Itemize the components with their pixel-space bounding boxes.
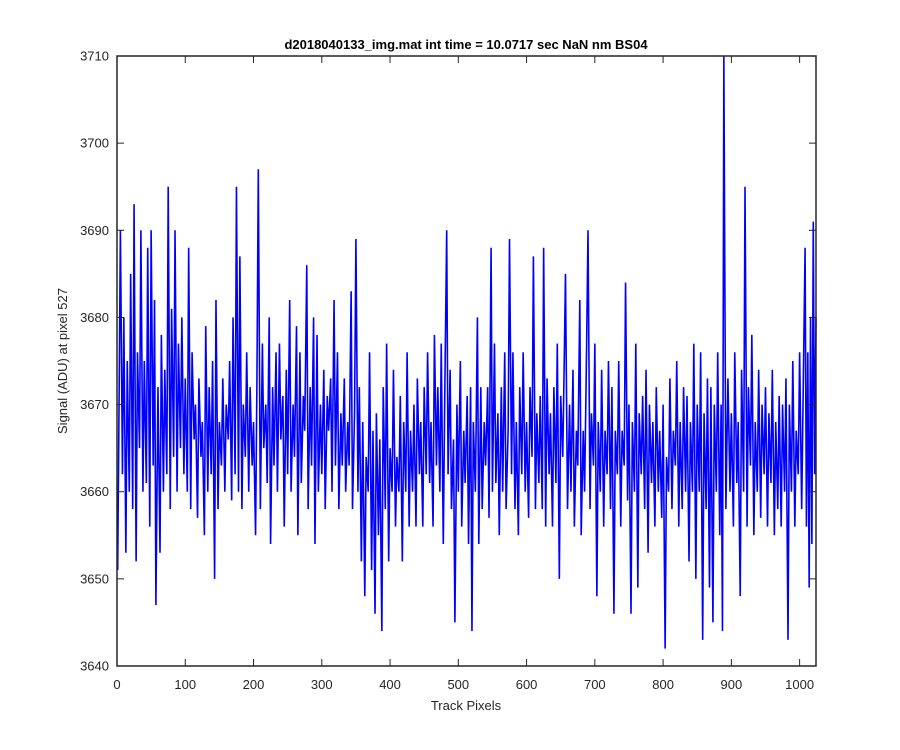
series-group <box>116 55 817 649</box>
x-tick-label: 500 <box>447 677 469 692</box>
chart-title: d2018040133_img.mat int time = 10.0717 s… <box>284 37 648 52</box>
series-line-0 <box>116 55 817 649</box>
x-tick-label: 300 <box>311 677 333 692</box>
y-tick-label: 3690 <box>80 223 109 238</box>
y-tick-label: 3710 <box>80 49 109 64</box>
axes-background <box>117 56 816 666</box>
x-tick-label: 900 <box>721 677 743 692</box>
x-tick-label: 200 <box>243 677 265 692</box>
y-tick-label: 3660 <box>80 484 109 499</box>
y-tick-label: 3680 <box>80 310 109 325</box>
y-tick-label: 3640 <box>80 659 109 674</box>
x-tick-label: 800 <box>652 677 674 692</box>
axes-box <box>116 55 817 667</box>
x-tick-label: 0 <box>113 677 120 692</box>
x-tick-label: 400 <box>379 677 401 692</box>
x-tick-label: 700 <box>584 677 606 692</box>
y-tick-label: 3670 <box>80 397 109 412</box>
x-tick-label: 600 <box>516 677 538 692</box>
y-axis-ticks: 3640 3650 3660 3670 3680 3690 3700 3710 <box>80 49 816 674</box>
y-tick-label: 3700 <box>80 136 109 151</box>
x-tick-label: 1000 <box>785 677 814 692</box>
plot-area: 0 100 200 300 400 500 600 700 800 900 1000 3640 365… <box>80 49 817 692</box>
x-axis-label: Track Pixels <box>431 698 502 713</box>
x-tick-label: 100 <box>174 677 196 692</box>
y-tick-label: 3650 <box>80 571 109 586</box>
y-axis-label: Signal (ADU) at pixel 527 <box>55 288 70 434</box>
x-axis-ticks: 0 100 200 300 400 500 600 700 800 900 1000 <box>113 56 814 692</box>
